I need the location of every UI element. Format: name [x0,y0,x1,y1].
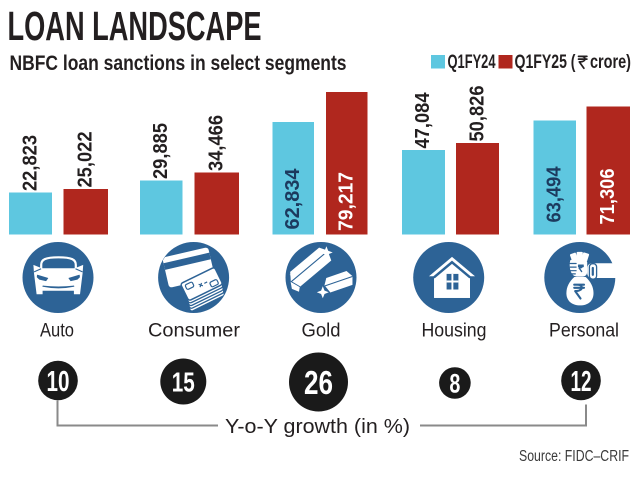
svg-text:25,022: 25,022 [75,132,97,188]
svg-text:Housing: Housing [422,320,487,342]
svg-text:71,306: 71,306 [597,169,619,225]
svg-text:50,826: 50,826 [466,86,488,142]
svg-text:63,494: 63,494 [544,166,566,223]
svg-text:62,834: 62,834 [281,168,304,230]
svg-text:10: 10 [47,366,70,398]
svg-text:Consumer: Consumer [148,320,241,342]
svg-text:79,217: 79,217 [335,172,358,231]
svg-text:Auto: Auto [40,320,74,342]
svg-text:8: 8 [449,369,460,399]
svg-text:Q1FY24: Q1FY24 [448,52,496,73]
svg-text:Q1FY25 (: Q1FY25 ( [515,52,576,73]
svg-text:34,466: 34,466 [206,115,228,171]
svg-text:Y-o-Y growth (in %): Y-o-Y growth (in %) [225,415,410,438]
svg-text:LOAN LANDSCAPE: LOAN LANDSCAPE [8,3,262,49]
svg-text:26: 26 [304,364,333,401]
svg-text:NBFC loan sanctions in select: NBFC loan sanctions in select segments [10,52,347,75]
svg-text:47,084: 47,084 [412,92,434,149]
svg-text:15: 15 [172,367,195,398]
svg-text:22,823: 22,823 [19,135,41,191]
svg-text:29,885: 29,885 [150,123,172,179]
svg-text:Personal: Personal [549,320,619,342]
svg-text:Source: FIDC–CRIF: Source: FIDC–CRIF [519,448,629,465]
svg-text:12: 12 [571,366,592,398]
svg-text:crore): crore) [590,52,631,73]
svg-text:Gold: Gold [302,320,341,342]
